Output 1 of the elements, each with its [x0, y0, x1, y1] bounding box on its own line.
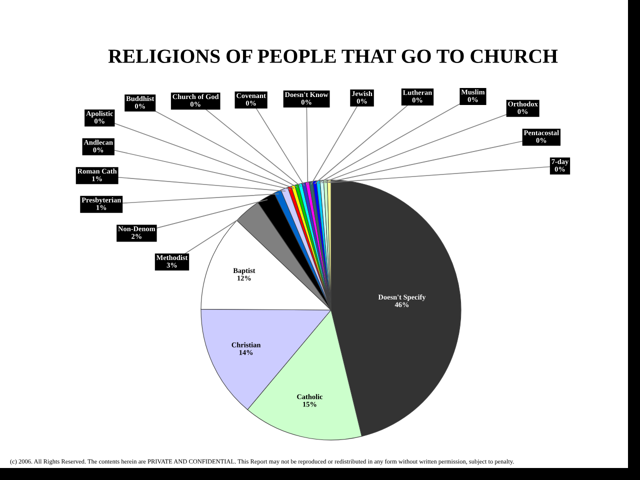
chart-title: RELIGIONS OF PEOPLE THAT GO TO CHURCH — [108, 50, 558, 63]
